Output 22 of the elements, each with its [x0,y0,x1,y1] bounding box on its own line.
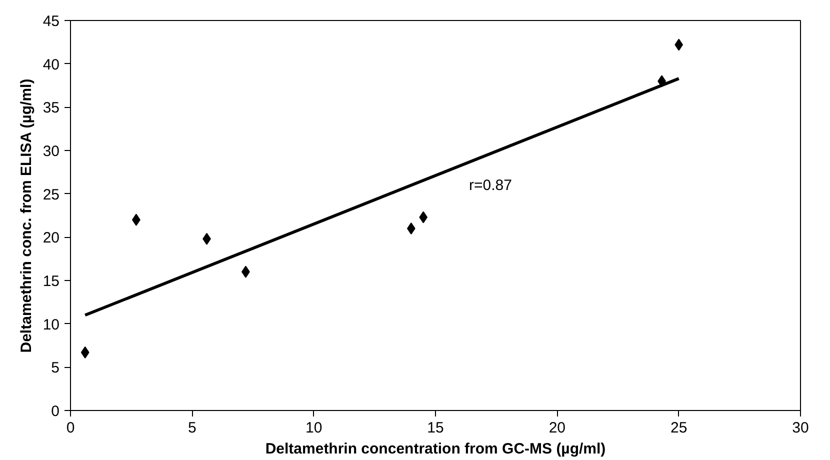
y-tick-label: 0 [51,403,60,420]
x-tick-label: 10 [305,420,322,436]
y-tick-label: 25 [42,186,60,204]
y-tick-label: 20 [42,230,60,247]
x-tick-label: 30 [792,420,809,436]
x-tick-label: 20 [548,420,566,436]
y-tick-label: 15 [42,273,60,290]
y-tick-label: 45 [42,13,60,30]
point [407,222,416,234]
y-tick-label: 35 [42,100,60,117]
x-axis-title: Deltamethrin concentration from GC-MS (µg/ml) [265,440,606,458]
x-tick-label: 5 [188,420,196,436]
y-tick-label: 10 [42,316,60,334]
x-tick-label: 0 [66,420,75,436]
y-tick-label: 30 [42,143,60,160]
y-tick-label: 5 [51,360,60,377]
y-axis-title: Deltamethrin conc. from ELISA (µg/ml) [18,78,35,353]
annotation: r=0.87 [469,177,512,194]
x-tick-label: 25 [670,420,688,436]
point [80,346,90,358]
x-tick-label: 15 [427,420,444,436]
y-tick-label: 40 [42,56,60,74]
